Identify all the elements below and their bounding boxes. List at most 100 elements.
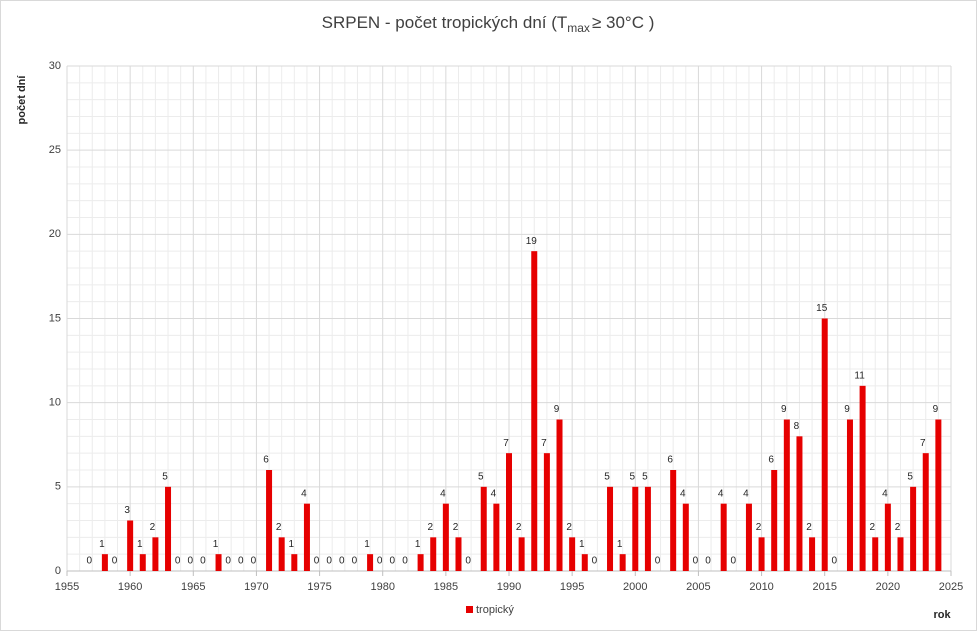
bar [367, 554, 374, 571]
data-label: 0 [592, 556, 598, 567]
bar [455, 537, 462, 571]
chart-title: SRPEN - počet tropických dní (Tmax ≥ 30°C… [322, 13, 655, 35]
data-label: 2 [869, 522, 875, 533]
bar [303, 503, 310, 571]
data-label: 7 [541, 438, 547, 449]
data-label: 2 [276, 522, 282, 533]
bar [127, 520, 134, 571]
title-end: ≥ 30°C ) [592, 13, 654, 32]
bar [745, 503, 752, 571]
x-tick-label: 1990 [497, 581, 521, 593]
bar [670, 470, 677, 571]
x-tick-label: 1965 [181, 581, 205, 593]
data-label: 0 [705, 556, 711, 567]
y-tick-label: 25 [49, 144, 61, 156]
x-tick-label: 1995 [560, 581, 584, 593]
data-label: 5 [907, 471, 913, 482]
data-label: 4 [680, 488, 686, 499]
bar [809, 537, 816, 571]
data-label: 4 [301, 488, 307, 499]
y-tick-label: 20 [49, 228, 61, 240]
data-label: 0 [326, 556, 332, 567]
data-label: 9 [781, 404, 787, 415]
bar [266, 470, 273, 571]
data-label: 4 [882, 488, 888, 499]
x-tick-label: 1970 [244, 581, 268, 593]
data-label: 0 [377, 556, 383, 567]
data-label: 0 [175, 556, 181, 567]
bar [821, 318, 828, 571]
data-label: 11 [854, 370, 865, 381]
bar [139, 554, 146, 571]
bar [632, 486, 639, 571]
y-tick-label: 0 [55, 565, 61, 577]
x-axis-title: rok [933, 609, 951, 621]
y-tick-label: 30 [49, 60, 61, 72]
data-label: 2 [516, 522, 522, 533]
x-tick-label: 2000 [623, 581, 647, 593]
title-main: SRPEN - počet tropických dní (T [322, 13, 568, 32]
data-label: 2 [756, 522, 762, 533]
data-label: 0 [832, 556, 838, 567]
data-label: 0 [314, 556, 320, 567]
data-label: 3 [124, 505, 130, 516]
data-label: 1 [137, 539, 143, 550]
data-label: 0 [402, 556, 408, 567]
data-label: 6 [667, 455, 673, 466]
data-label: 0 [188, 556, 194, 567]
bar [569, 537, 576, 571]
data-label: 0 [465, 556, 471, 567]
data-label: 2 [453, 522, 459, 533]
bar [771, 470, 778, 571]
x-tick-label: 2020 [876, 581, 900, 593]
bar [607, 486, 614, 571]
bar [682, 503, 689, 571]
data-label: 7 [920, 438, 926, 449]
data-label: 9 [933, 404, 939, 415]
data-label: 0 [225, 556, 231, 567]
data-label: 6 [768, 455, 774, 466]
x-tick-label: 1980 [370, 581, 394, 593]
x-tick-label: 2005 [686, 581, 710, 593]
x-tick-label: 1960 [118, 581, 142, 593]
data-label: 5 [478, 471, 484, 482]
data-label: 19 [526, 236, 538, 247]
x-tick-label: 2010 [749, 581, 773, 593]
y-tick-label: 10 [49, 397, 61, 409]
x-tick-label: 1955 [55, 581, 79, 593]
data-label: 1 [415, 539, 421, 550]
y-tick-label: 5 [55, 481, 61, 493]
bar [720, 503, 727, 571]
x-tick-label: 2025 [939, 581, 963, 593]
bar [644, 486, 651, 571]
bar [506, 453, 512, 571]
bar [935, 419, 942, 571]
data-label: 2 [427, 522, 433, 533]
data-label: 2 [895, 522, 901, 533]
data-label: 9 [844, 404, 850, 415]
bar [480, 486, 487, 571]
data-label: 1 [364, 539, 370, 550]
data-label: 6 [263, 455, 269, 466]
bar [619, 554, 626, 571]
bar [493, 503, 500, 571]
data-label: 0 [390, 556, 396, 567]
data-label: 4 [718, 488, 724, 499]
data-label: 0 [251, 556, 257, 567]
bar [859, 385, 866, 571]
legend-label: tropický [476, 604, 514, 616]
data-label: 0 [238, 556, 244, 567]
data-label: 0 [200, 556, 206, 567]
data-label: 1 [99, 539, 105, 550]
data-label: 5 [604, 471, 610, 482]
bar [518, 537, 525, 571]
data-label: 1 [617, 539, 623, 550]
bar [165, 486, 172, 571]
bar [417, 554, 424, 571]
bar [884, 503, 891, 571]
y-axis-title: počet dní [16, 75, 28, 125]
data-label: 15 [816, 303, 828, 314]
data-label: 9 [554, 404, 560, 415]
bar [543, 453, 550, 571]
